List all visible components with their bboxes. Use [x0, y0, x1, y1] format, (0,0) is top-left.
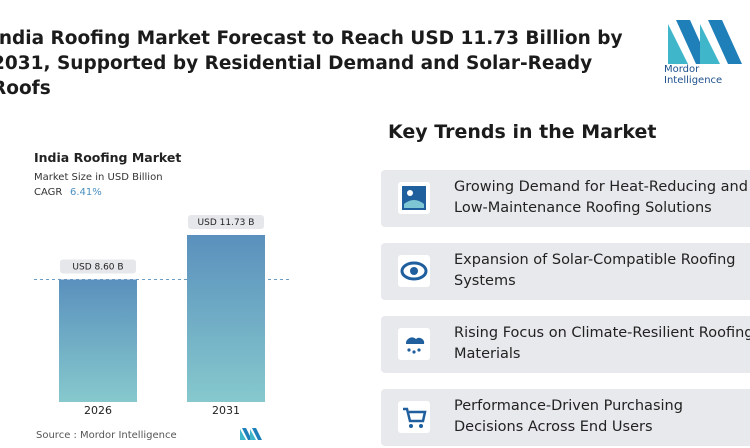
trend-text: Expansion of Solar-Compatible Roofing Sy… [454, 252, 736, 289]
logo-mark [668, 20, 742, 64]
x-tick-label: 2026 [84, 404, 112, 417]
value-label-box [188, 214, 264, 229]
x-tick-label: 2031 [212, 404, 240, 417]
trend-card: Expansion of Solar-Compatible Roofing Sy… [381, 243, 750, 300]
bar [187, 234, 265, 402]
bar [59, 279, 137, 402]
source-label: Source : [36, 430, 77, 441]
trend-card: Rising Focus on Climate-Resilient Roofin… [381, 316, 750, 373]
source: Mordor Intelligence [80, 430, 177, 441]
chart-subtitle: Market Size in USD Billion [34, 172, 163, 183]
trend-card: Growing Demand for Heat-Reducing and Low… [381, 170, 750, 227]
page-title: India Roofing Market Forecast to Reach U… [0, 28, 623, 99]
cagr-label: CAGR [34, 187, 62, 198]
value-label-box [60, 259, 136, 274]
trend-icon [398, 328, 430, 360]
chart: India Roofing Market Market Size in USD … [34, 150, 292, 441]
trend-text: Growing Demand for Heat-Reducing and Low… [454, 179, 748, 216]
logo-text: Mordor Intelligence [664, 64, 723, 86]
trends-title: Key Trends in the Market [388, 121, 657, 143]
value-label: USD 8.60 B [72, 263, 123, 273]
value-label: USD 11.73 B [198, 218, 255, 228]
chart-title: India Roofing Market [34, 150, 181, 165]
trend-icon [398, 401, 430, 433]
trend-icon [398, 182, 430, 214]
trend-card: Performance-Driven Purchasing Decisions … [381, 389, 750, 446]
trend-text: Rising Focus on Climate-Resilient Roofin… [454, 325, 750, 362]
cagr-value: 6.41% [70, 187, 102, 198]
trend-text: Performance-Driven Purchasing Decisions … [454, 398, 683, 435]
trend-icon [398, 255, 430, 287]
source-logo [240, 428, 262, 440]
